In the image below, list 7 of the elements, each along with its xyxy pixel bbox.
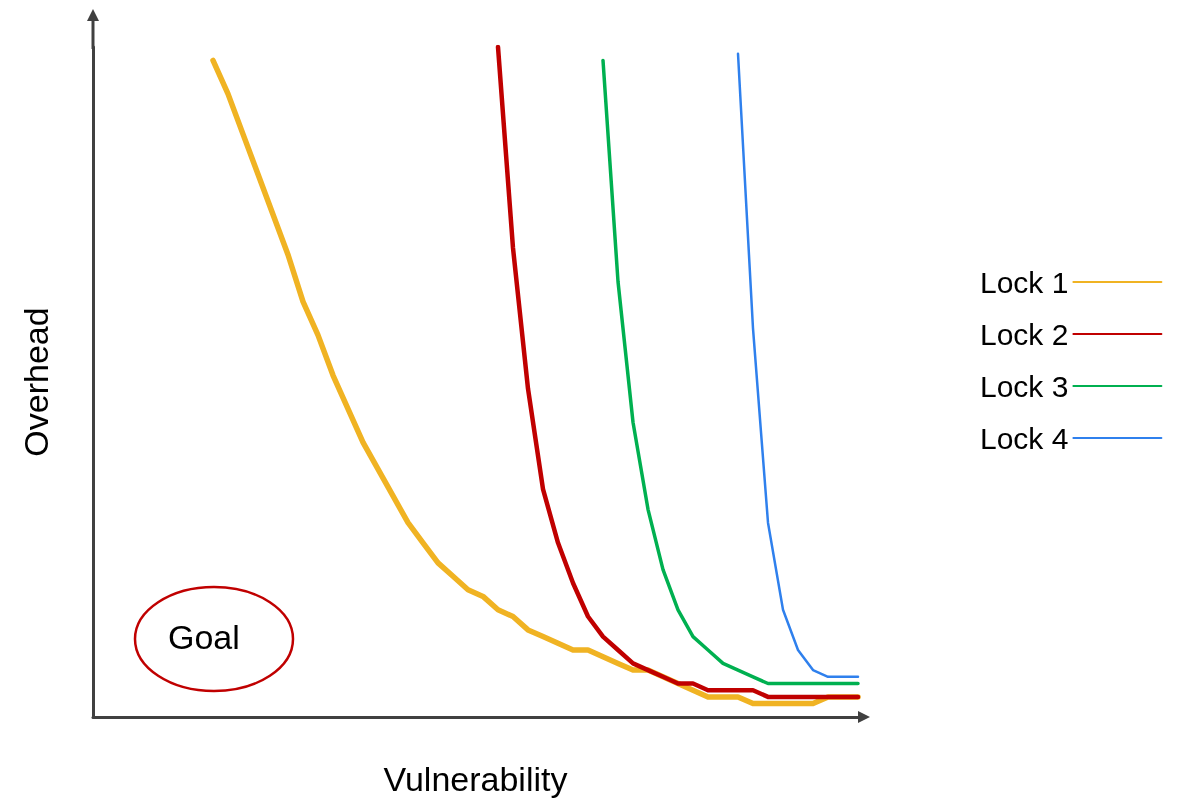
- y-axis-title: Overhead: [17, 307, 55, 457]
- annotation: Goal: [168, 618, 240, 656]
- legend-label: Lock 1: [980, 265, 1069, 299]
- x-axis-title: Vulnerability: [383, 760, 568, 798]
- legend-label: Lock 2: [980, 317, 1069, 351]
- legend-label: Lock 3: [980, 369, 1069, 403]
- legend-label: Lock 4: [980, 421, 1069, 455]
